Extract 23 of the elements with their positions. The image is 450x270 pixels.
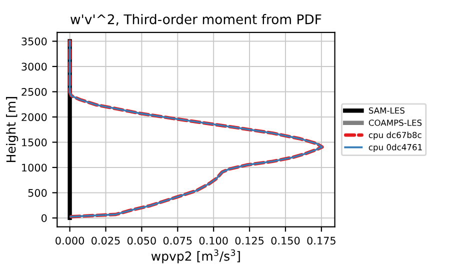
x-tick-label: 0.025 [92, 236, 120, 245]
y-tick-label: 3000 [22, 62, 47, 71]
x-tick-label: 0.175 [307, 236, 336, 245]
y-tick-label: 0 [41, 214, 47, 222]
x-tick-label: 0.100 [199, 236, 228, 245]
x-tick-label: 0.075 [163, 236, 192, 245]
x-tick-label: 0.125 [235, 236, 264, 245]
legend-label: cpu dc67b8c [368, 132, 422, 140]
legend-label: SAM-LES [368, 107, 404, 114]
y-tick-label: 1500 [22, 138, 47, 146]
y-tick-label: 1000 [22, 164, 47, 172]
x-tick-label: 0.150 [271, 236, 300, 245]
legend-label: COAMPS-LES [368, 120, 422, 126]
legend-label: cpu 0dc4761 [368, 144, 422, 152]
y-tick-label: 500 [28, 188, 47, 197]
y-tick-label: 3500 [22, 37, 47, 46]
y-tick-label: 2500 [22, 88, 47, 96]
y-axis-title: Height [m] [6, 97, 18, 162]
x-tick-label: 0.050 [127, 236, 156, 245]
x-tick-label: 0.000 [56, 236, 84, 245]
y-tick-label: 2000 [22, 113, 47, 122]
x-axis-title: wpvp2 [m$^{3}$/s$^{3}$] [151, 249, 240, 264]
chart-title: w'v'^2, Third-order moment from PDF [70, 14, 322, 26]
